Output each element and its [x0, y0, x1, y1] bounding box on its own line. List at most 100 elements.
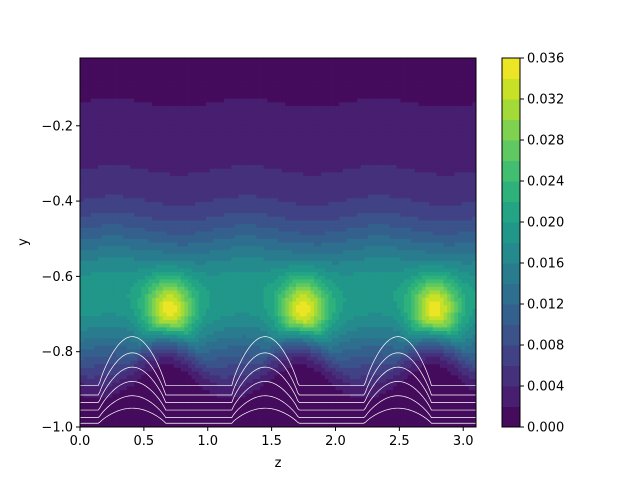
contour-cell	[155, 165, 160, 170]
contour-cell	[98, 308, 103, 314]
contour-cell	[87, 69, 92, 74]
contour-cell	[101, 367, 106, 373]
contour-cell	[108, 61, 113, 66]
contour-cell	[252, 390, 257, 395]
contour-cell	[159, 179, 164, 185]
contour-cell	[180, 212, 185, 218]
contour-cell	[195, 367, 200, 373]
contour-cell	[188, 342, 193, 347]
contour-cell	[249, 415, 254, 421]
contour-cell	[141, 135, 146, 140]
contour-cell	[242, 408, 247, 413]
contour-cell	[87, 179, 92, 185]
contour-cell	[123, 393, 128, 399]
contour-cell	[195, 356, 200, 362]
contour-cell	[216, 342, 221, 347]
contour-cell	[166, 65, 171, 70]
contour-cell	[177, 120, 182, 126]
contour-cell	[177, 94, 182, 100]
contour-cell	[98, 297, 103, 303]
contour-cell	[224, 404, 229, 410]
contour-cell	[191, 102, 196, 107]
contour-cell	[83, 153, 88, 159]
contour-cell	[130, 331, 135, 336]
contour-cell	[231, 131, 236, 137]
contour-cell	[94, 301, 99, 306]
contour-cell	[162, 176, 167, 181]
contour-cell	[155, 117, 160, 122]
contour-cell	[83, 364, 88, 369]
contour-cell	[206, 323, 211, 328]
contour-cell	[116, 331, 121, 336]
contour-cell	[206, 227, 211, 233]
contour-cell	[231, 212, 236, 218]
contour-cell	[231, 334, 236, 340]
contour-cell	[152, 142, 157, 148]
contour-cell	[134, 128, 139, 133]
contour-cell	[148, 401, 153, 406]
contour-cell	[105, 331, 110, 336]
contour-cell	[173, 327, 178, 332]
contour-cell	[238, 109, 243, 114]
contour-cell	[256, 194, 261, 199]
contour-cell	[191, 113, 196, 118]
contour-cell	[137, 364, 142, 369]
contour-cell	[209, 150, 214, 155]
contour-cell	[90, 220, 95, 225]
contour-cell	[94, 327, 99, 332]
contour-cell	[220, 238, 225, 244]
contour-cell	[180, 401, 185, 406]
contour-cell	[242, 283, 247, 288]
contour-cell	[202, 283, 207, 288]
contour-cell	[191, 319, 196, 325]
contour-cell	[245, 198, 250, 203]
contour-cell	[83, 379, 88, 384]
contour-cell	[191, 286, 196, 292]
contour-cell	[198, 272, 203, 277]
contour-cell	[177, 109, 182, 114]
contour-cell	[94, 220, 99, 225]
contour-cell	[159, 157, 164, 162]
contour-cell	[108, 87, 113, 92]
contour-cell	[227, 105, 232, 111]
contour-cell	[238, 423, 243, 427]
contour-cell	[209, 371, 214, 376]
contour-cell	[123, 279, 128, 284]
contour-cell	[180, 360, 185, 365]
contour-cell	[234, 249, 239, 255]
contour-cell	[173, 102, 178, 107]
contour-cell	[195, 61, 200, 66]
contour-cell	[224, 334, 229, 340]
contour-cell	[173, 249, 178, 255]
contour-cell	[180, 161, 185, 166]
contour-cell	[126, 102, 131, 107]
contour-cell	[123, 220, 128, 225]
contour-cell	[90, 231, 95, 236]
contour-cell	[94, 231, 99, 236]
contour-cell	[134, 364, 139, 369]
contour-cell	[227, 83, 232, 89]
contour-cell	[177, 131, 182, 137]
contour-cell	[184, 257, 189, 262]
contour-cell	[216, 135, 221, 140]
contour-cell	[144, 338, 149, 343]
contour-cell	[252, 257, 257, 262]
contour-cell	[126, 345, 131, 351]
contour-cell	[252, 120, 257, 126]
contour-cell	[209, 168, 214, 173]
contour-cell	[188, 364, 193, 369]
contour-cell	[108, 72, 113, 78]
contour-cell	[220, 272, 225, 277]
contour-cell	[245, 220, 250, 225]
contour-cell	[166, 404, 171, 410]
contour-cell	[87, 257, 92, 262]
contour-cell	[155, 212, 160, 218]
contour-cell	[166, 415, 171, 421]
contour-cell	[116, 393, 121, 399]
contour-cell	[191, 105, 196, 111]
contour-cell	[213, 131, 218, 137]
contour-cell	[206, 345, 211, 351]
contour-cell	[159, 257, 164, 262]
contour-cell	[216, 113, 221, 118]
contour-cell	[94, 253, 99, 258]
